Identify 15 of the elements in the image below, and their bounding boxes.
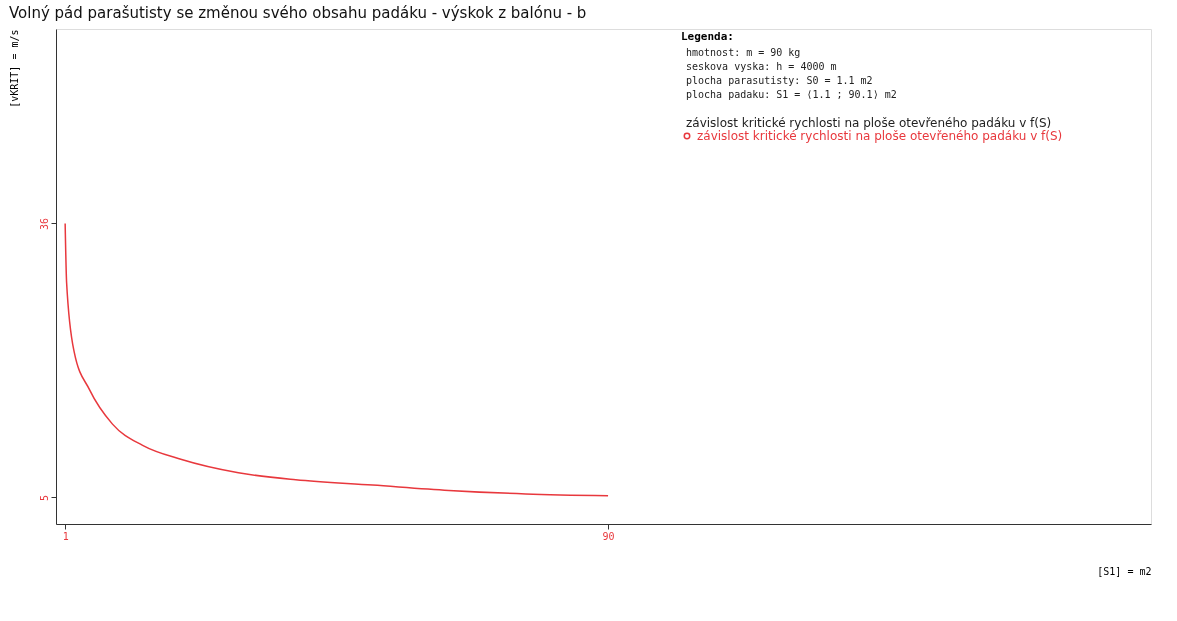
legend-label: závislost kritické rychlosti na ploše otevřeného padáku v f(S) (697, 129, 1063, 143)
x-tick-label: 90 (602, 530, 615, 542)
annotation: plocha padaku: S1 = ⟨1.1 ; 90.1⟩ m2 (686, 89, 897, 100)
y-axis-title: [vKRIT] = m/s (8, 29, 20, 108)
x-tick-label: 1 (62, 530, 69, 542)
y-tick-label: 36 (38, 217, 50, 230)
chart-title: Volný pád parašutisty se změnou svého obsahu padáku - výskok z balónu - b (9, 4, 587, 22)
y-tick-label: 5 (38, 494, 50, 501)
annotation: hmotnost: m = 90 kg (686, 47, 801, 58)
x-axis-title: [S1] = m2 (1097, 565, 1152, 577)
annotation: závislost kritické rychlosti na ploše otevřeného padáku v f(S) (686, 116, 1052, 130)
line-series (64, 222, 609, 497)
annotation: plocha parasutisty: S0 = 1.1 m2 (686, 75, 873, 86)
legend-title: Legenda: (681, 30, 734, 43)
annotation: seskova vyska: h = 4000 m (686, 61, 837, 72)
